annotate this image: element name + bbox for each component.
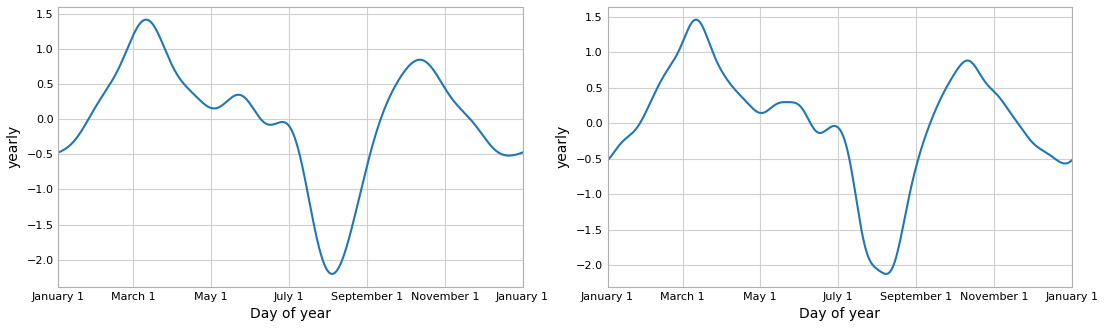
Y-axis label: yearly: yearly (7, 125, 21, 168)
X-axis label: Day of year: Day of year (250, 307, 332, 321)
Y-axis label: yearly: yearly (556, 125, 570, 168)
X-axis label: Day of year: Day of year (799, 307, 880, 321)
